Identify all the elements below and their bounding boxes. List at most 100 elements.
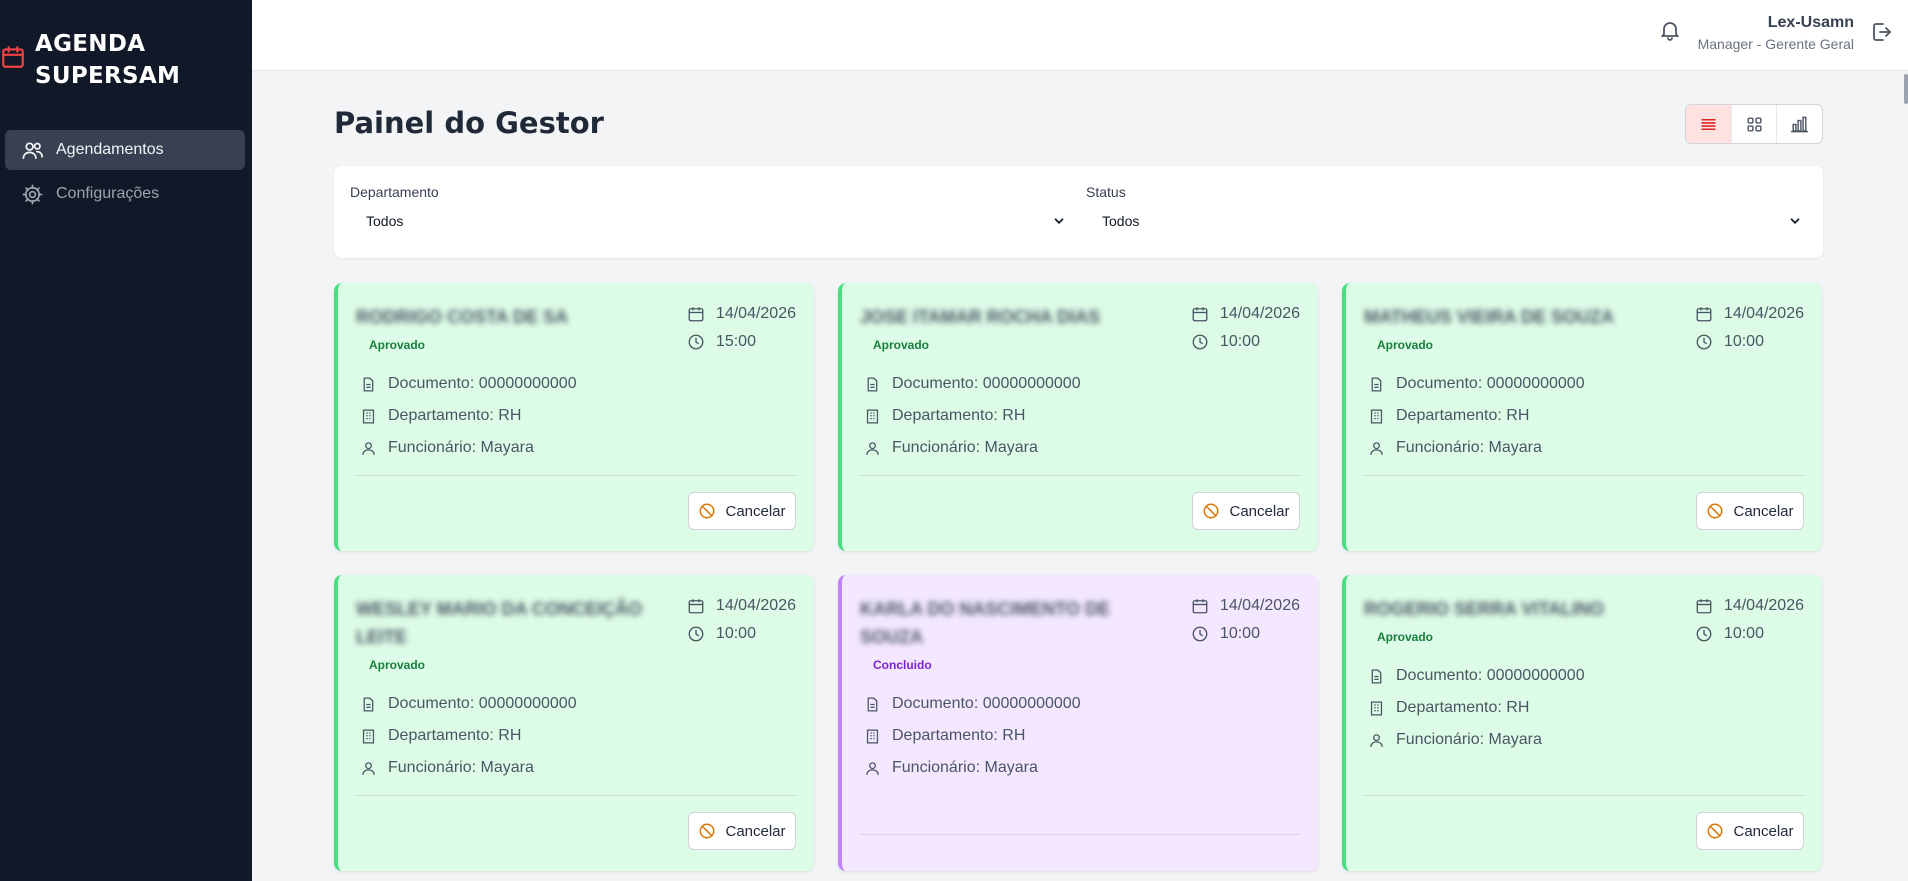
clock-icon	[688, 334, 704, 350]
appointment-card[interactable]: WESLEY MARIO DA CONCEIÇÃO LEITE Aprovado…	[334, 575, 814, 871]
card-details: Documento: 00000000000 Departamento: RH …	[1368, 660, 1585, 756]
user-name: Lex-Usamn	[1767, 14, 1854, 31]
document-icon	[867, 696, 878, 712]
grid-view-icon	[1746, 116, 1762, 132]
building-icon	[866, 728, 879, 744]
calendar-icon	[2, 46, 24, 68]
ban-icon	[1707, 823, 1723, 839]
employee-text: Funcionário: Mayara	[388, 759, 534, 776]
logout-icon[interactable]	[1870, 20, 1894, 44]
cancel-button[interactable]: Cancelar	[688, 492, 796, 530]
user-icon	[1370, 733, 1383, 747]
cancel-label: Cancelar	[1733, 502, 1794, 520]
grid-view-button[interactable]	[1732, 105, 1778, 143]
department-text: Departamento: RH	[1396, 699, 1530, 716]
card-divider	[356, 475, 796, 476]
document-icon	[363, 696, 374, 712]
client-name: KARLA DO NASCIMENTO DE SOUZA	[860, 599, 1111, 647]
appointment-time: 10:00	[715, 625, 756, 642]
client-name: ROGERIO SERRA VITALINO	[1364, 599, 1605, 619]
building-icon	[1370, 408, 1383, 424]
status-filter-label: Status	[1086, 184, 1126, 200]
department-text: Departamento: RH	[388, 407, 522, 424]
document-icon	[1371, 668, 1382, 684]
appointment-time: 10:00	[1723, 625, 1764, 642]
user-icon	[1370, 441, 1383, 455]
client-name: JOSE ITAMAR ROCHA DIAS	[860, 307, 1101, 327]
card-divider	[860, 834, 1300, 835]
status-select[interactable]: Todos	[1086, 206, 1806, 236]
appointment-time: 10:00	[1219, 625, 1260, 642]
client-name: WESLEY MARIO DA CONCEIÇÃO LEITE	[356, 599, 643, 647]
calendar-icon	[1192, 599, 1208, 614]
bell-icon[interactable]	[1658, 18, 1682, 42]
sidebar: AGENDA SUPERSAM Agendamentos Configuraçõ…	[0, 0, 252, 881]
chevron-down-icon	[1790, 218, 1800, 224]
appointment-card[interactable]: MATHEUS VIEIRA DE SOUZA Aprovado 14/04/2…	[1342, 283, 1822, 551]
appointment-date: 14/04/2026	[1723, 597, 1804, 614]
card-details: Documento: 00000000000 Departamento: RH …	[360, 368, 577, 464]
appointment-card[interactable]: JOSE ITAMAR ROCHA DIAS Aprovado 14/04/20…	[838, 283, 1318, 551]
cancel-label: Cancelar	[1229, 502, 1290, 520]
department-select[interactable]: Todos	[350, 206, 1070, 236]
scrollbar[interactable]	[1904, 74, 1908, 104]
department-text: Departamento: RH	[388, 727, 522, 744]
calendar-icon	[688, 599, 704, 614]
document-icon	[1371, 376, 1382, 392]
department-filter-label: Departamento	[350, 184, 439, 200]
appointment-card[interactable]: KARLA DO NASCIMENTO DE SOUZA Concluido 1…	[838, 575, 1318, 871]
appointment-card[interactable]: ROGERIO SERRA VITALINO Aprovado 14/04/20…	[1342, 575, 1822, 871]
cancel-button[interactable]: Cancelar	[1192, 492, 1300, 530]
document-text: Documento: 00000000000	[892, 695, 1081, 712]
card-details: Documento: 00000000000 Departamento: RH …	[864, 688, 1081, 784]
appointment-datetime: 14/04/2026 10:00	[687, 592, 796, 648]
sidebar-item-label: Configurações	[56, 185, 160, 202]
employee-text: Funcionário: Mayara	[388, 439, 534, 456]
ban-icon	[699, 503, 715, 519]
top-bar: Lex-Usamn Manager - Gerente Geral	[252, 0, 1908, 104]
card-details: Documento: 00000000000 Departamento: RH …	[360, 688, 577, 784]
user-icon	[866, 441, 879, 455]
appointment-datetime: 14/04/2026 10:00	[1695, 300, 1804, 356]
cancel-button[interactable]: Cancelar	[688, 812, 796, 850]
brand: AGENDA SUPERSAM	[0, 28, 180, 92]
document-text: Documento: 00000000000	[388, 695, 577, 712]
department-text: Departamento: RH	[892, 407, 1026, 424]
user-role: Manager - Gerente Geral	[1697, 36, 1854, 52]
appointment-date: 14/04/2026	[715, 305, 796, 322]
filters-panel: Departamento Todos Status Todos	[334, 166, 1823, 258]
department-filter: Departamento Todos	[350, 184, 1070, 236]
cancel-button[interactable]: Cancelar	[1696, 812, 1804, 850]
building-icon	[1370, 700, 1383, 716]
document-text: Documento: 00000000000	[388, 375, 577, 392]
appointment-datetime: 14/04/2026 10:00	[1695, 592, 1804, 648]
appointment-time: 10:00	[1219, 333, 1260, 350]
appointment-card[interactable]: RODRIGO COSTA DE SA Aprovado 14/04/2026 …	[334, 283, 814, 551]
sidebar-item-configuracoes[interactable]: Configurações	[5, 174, 245, 214]
clock-icon	[1192, 334, 1208, 350]
cancel-label: Cancelar	[725, 502, 786, 520]
app-title: AGENDA SUPERSAM	[35, 31, 181, 89]
user-icon	[866, 761, 879, 775]
sidebar-item-agendamentos[interactable]: Agendamentos	[5, 130, 245, 170]
appointment-date: 14/04/2026	[715, 597, 796, 614]
department-select-value: Todos	[366, 213, 404, 229]
appointment-date: 14/04/2026	[1219, 305, 1300, 322]
clock-icon	[688, 626, 704, 642]
appointment-datetime: 14/04/2026 15:00	[687, 300, 796, 356]
clock-icon	[1192, 626, 1208, 642]
building-icon	[866, 408, 879, 424]
card-details: Documento: 00000000000 Departamento: RH …	[1368, 368, 1585, 464]
cancel-button[interactable]: Cancelar	[1696, 492, 1804, 530]
employee-text: Funcionário: Mayara	[1396, 731, 1542, 748]
sidebar-nav: Agendamentos Configurações	[5, 130, 245, 218]
chart-view-button[interactable]	[1777, 105, 1822, 143]
department-text: Departamento: RH	[1396, 407, 1530, 424]
cancel-label: Cancelar	[1733, 822, 1794, 840]
status-badge: Aprovado	[1377, 630, 1434, 644]
list-view-button[interactable]	[1686, 105, 1732, 143]
calendar-icon	[688, 307, 704, 322]
document-icon	[867, 376, 878, 392]
clock-icon	[1696, 334, 1712, 350]
chart-view-icon	[1791, 116, 1809, 132]
